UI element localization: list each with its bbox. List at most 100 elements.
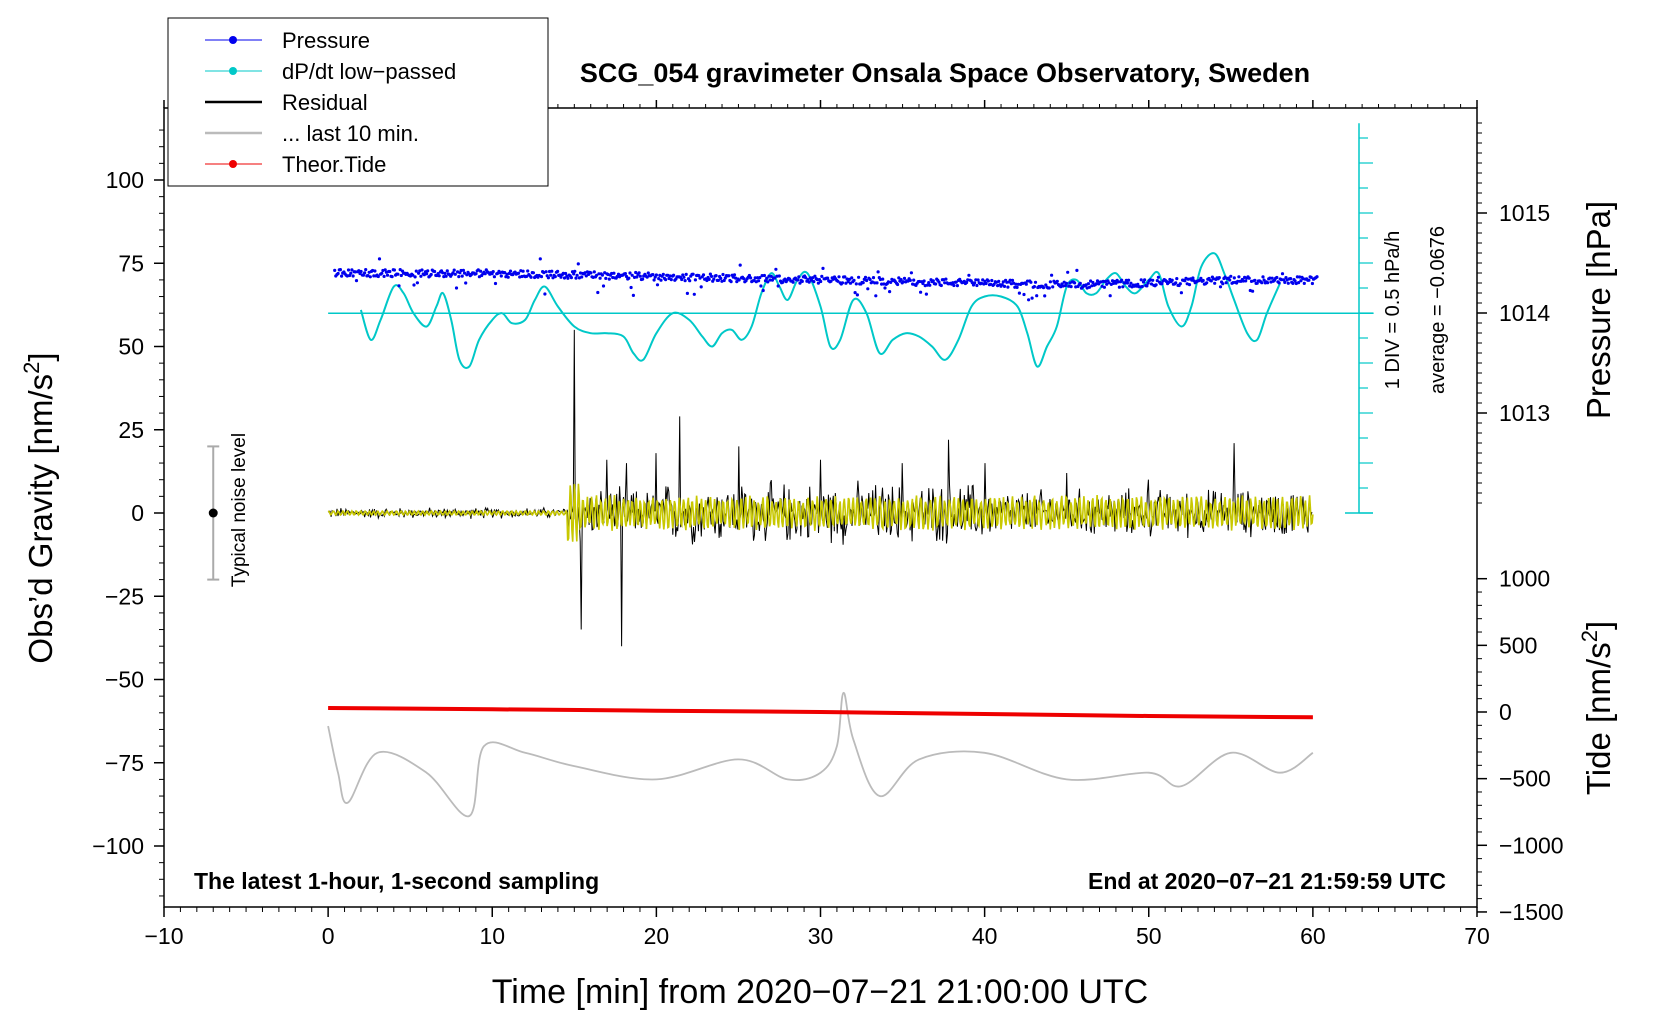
pressure-point <box>722 278 726 283</box>
pressure-point <box>646 271 650 275</box>
pressure-point <box>984 281 988 286</box>
pressure-point <box>1075 268 1079 272</box>
pressure-point <box>1253 278 1257 282</box>
pressure-point <box>559 275 563 279</box>
pressure-point <box>392 268 396 272</box>
pressure-point <box>479 269 483 273</box>
pressure-point <box>561 271 565 275</box>
pressure-point <box>426 269 430 273</box>
pressure-point <box>1170 278 1174 282</box>
tide-tick-label: 0 <box>1499 699 1512 725</box>
pressure-point <box>635 275 639 279</box>
pressure-point <box>871 276 876 280</box>
pressure-point <box>1033 280 1038 284</box>
pressure-point <box>1280 272 1285 276</box>
pressure-point <box>364 268 368 272</box>
pressure-point <box>974 278 978 282</box>
pressure-point <box>697 274 701 278</box>
pressure-point <box>637 271 641 275</box>
pressure-point <box>1178 282 1182 286</box>
pressure-point <box>397 284 401 288</box>
pressure-point <box>574 276 578 280</box>
pressure-point <box>462 271 467 275</box>
left-tick-label: 100 <box>106 167 144 193</box>
left-tick-label: 25 <box>118 417 144 443</box>
pressure-point <box>483 272 487 276</box>
pressure-point <box>776 284 780 288</box>
pressure-point <box>767 274 771 278</box>
pressure-point <box>385 273 390 277</box>
pressure-point <box>1123 281 1127 285</box>
pressure-point <box>881 277 885 281</box>
pressure-point <box>336 271 340 276</box>
pressure-point <box>847 277 852 281</box>
pressure-point <box>683 279 687 283</box>
pressure-point <box>1030 296 1034 300</box>
pressure-point <box>791 280 795 284</box>
pressure-point <box>896 282 900 287</box>
pressure-point <box>774 267 778 271</box>
pressure-point <box>562 276 567 280</box>
pressure-point <box>1268 276 1272 280</box>
pressure-point <box>598 276 602 280</box>
pressure-point <box>1179 291 1183 295</box>
pressure-point <box>584 274 588 278</box>
pressure-point <box>773 276 777 280</box>
pressure-point <box>388 269 392 274</box>
pressure-point <box>1284 276 1288 280</box>
pressure-point <box>654 273 659 277</box>
pressure-point <box>380 271 384 275</box>
pressure-point <box>433 269 437 274</box>
pressure-point <box>1143 278 1147 282</box>
pressure-point <box>1213 281 1217 285</box>
pressure-point <box>1000 283 1004 287</box>
tide-axis-label-sup: 2 <box>1577 630 1602 642</box>
pressure-point <box>1116 280 1120 284</box>
pressure-point <box>685 291 690 295</box>
pressure-point <box>826 276 830 280</box>
pressure-point <box>600 273 605 277</box>
pressure-point <box>549 273 553 277</box>
pressure-point <box>1064 281 1069 285</box>
pressure-point <box>937 280 941 284</box>
pressure-point <box>714 274 718 278</box>
pressure-point <box>1251 289 1255 293</box>
residual-line <box>327 329 1313 647</box>
pressure-point <box>939 283 943 288</box>
pressure-point <box>417 271 421 275</box>
legend-label: dP/dt low−passed <box>282 59 456 84</box>
pressure-point <box>815 277 819 282</box>
pressure-point <box>761 288 765 293</box>
pressure-tick-label: 1015 <box>1499 200 1550 226</box>
left-tick-label: −50 <box>105 667 144 693</box>
pressure-point <box>377 257 382 261</box>
pressure-point <box>338 268 342 272</box>
pressure-point <box>1229 274 1233 278</box>
pressure-point <box>413 275 417 279</box>
pressure-point <box>580 275 584 279</box>
bottom-left-note: The latest 1-hour, 1-second sampling <box>194 868 599 894</box>
pressure-point <box>1275 275 1279 280</box>
pressure-point <box>766 280 770 284</box>
pressure-point <box>758 276 762 280</box>
pressure-point <box>474 272 478 276</box>
pressure-point <box>491 270 495 274</box>
tide-axis-label-main: Tide [nm/s <box>1580 642 1617 795</box>
pressure-point <box>444 274 448 278</box>
pressure-point <box>809 278 814 282</box>
pressure-point <box>1286 281 1290 285</box>
pressure-point <box>420 268 424 272</box>
pressure-point <box>631 293 636 297</box>
pressure-point <box>1231 281 1235 285</box>
pressure-point <box>901 280 906 284</box>
pressure-point <box>857 275 861 279</box>
pressure-point <box>589 271 593 275</box>
pressure-point <box>529 275 533 279</box>
x-tick-label: 40 <box>972 923 998 949</box>
pressure-point <box>732 273 737 277</box>
pressure-point <box>353 270 357 274</box>
pressure-point <box>1315 275 1319 279</box>
pressure-tick-label: 1013 <box>1499 400 1550 426</box>
pressure-point <box>973 281 977 285</box>
pressure-point <box>1017 291 1022 295</box>
